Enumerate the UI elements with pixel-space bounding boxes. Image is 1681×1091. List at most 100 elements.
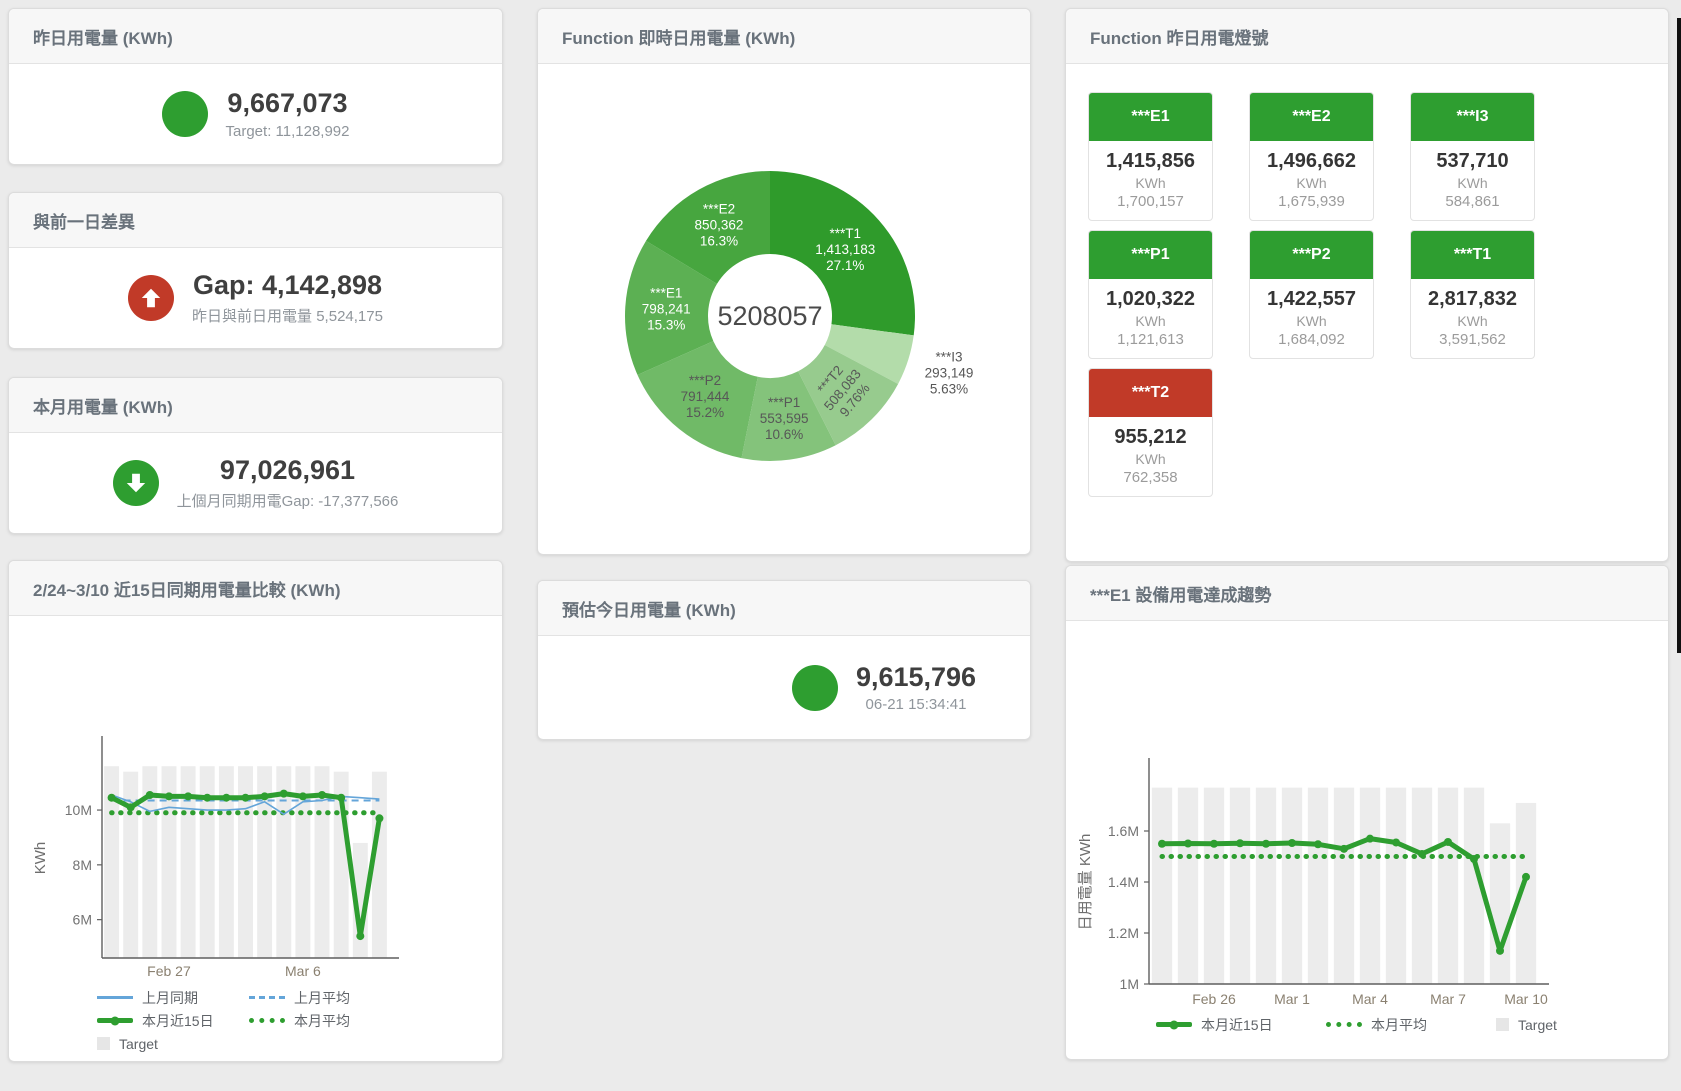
tile-header: ***P1	[1089, 231, 1212, 279]
card-yesterday-value-block: 9,667,073 Target: 11,128,992	[226, 88, 350, 139]
card-month-value: 97,026,961	[219, 455, 356, 486]
donut-slice-E2[interactable]	[645, 171, 770, 284]
tile-unit: KWh	[1457, 313, 1488, 329]
light-tile-T2: ***T2 955,212 KWh 762,358	[1088, 368, 1213, 497]
e1-trend-chart[interactable]: 1M 1.2M 1.4M 1.6M 日用電量 KWh Feb 26 Mar 1 Mar 4 Ma…	[1074, 623, 1660, 1013]
card-yesterday-body: 9,667,073 Target: 11,128,992	[9, 64, 502, 164]
card-yesterday-usage: 昨日用電量 (KWh) 9,667,073 Target: 11,128,992	[8, 8, 503, 165]
series-marker	[375, 814, 384, 823]
y-tick-label: 10M	[65, 802, 92, 818]
target-bar	[1177, 787, 1199, 984]
series-marker	[318, 790, 327, 799]
light-tile-P2: ***P2 1,422,557 KWh 1,684,092	[1249, 230, 1374, 359]
series-marker	[1366, 834, 1374, 843]
tile-target: 1,121,613	[1117, 331, 1184, 348]
tile-value: 1,496,662	[1267, 150, 1356, 172]
legend-item-dots-green[interactable]: 本月平均	[1326, 1013, 1496, 1036]
status-circle-icon	[161, 91, 208, 137]
tile-body: 1,020,322 KWh 1,121,613	[1089, 279, 1212, 358]
series-marker	[1314, 840, 1322, 849]
page-scrollbar[interactable]	[1677, 18, 1681, 653]
card-day-gap-title: 與前一日差異	[9, 193, 502, 248]
series-marker	[203, 793, 212, 802]
donut-slice-T1[interactable]	[770, 171, 915, 336]
legend-swatch-dots-green	[249, 1018, 285, 1023]
y-tick-label: 8M	[73, 857, 92, 873]
comparison-chart-legend: 上月同期 上月平均 本月近15日 本月平均 Target	[9, 986, 502, 1055]
legend-item-dots-green[interactable]: 本月平均	[249, 1009, 401, 1032]
tile-target: 1,675,939	[1278, 193, 1345, 210]
panel-lights-title: Function 昨日用電燈號	[1066, 9, 1668, 64]
tile-body: 1,496,662 KWh 1,675,939	[1250, 141, 1373, 220]
donut-slice-label: ***P1 553,595 10.6%	[760, 395, 809, 442]
legend-item-box-gray[interactable]: Target	[97, 1032, 249, 1055]
card-month-body: 97,026,961 上個月同期用電Gap: -17,377,566	[9, 433, 502, 533]
series-marker	[260, 792, 269, 801]
target-bar	[257, 766, 273, 958]
card-yesterday-title: 昨日用電量 (KWh)	[9, 9, 502, 64]
legend-label: 本月平均	[294, 1012, 350, 1029]
target-bar	[1437, 787, 1459, 984]
card-today-estimate: 預估今日用電量 (KWh) 9,615,796 06-21 15:34:41	[537, 580, 1031, 740]
series-marker	[1210, 839, 1218, 848]
legend-label: Target	[1518, 1016, 1557, 1033]
donut-slice-T2[interactable]	[798, 345, 899, 446]
legend-label: 上月同期	[142, 989, 198, 1006]
tile-header: ***E2	[1250, 93, 1373, 141]
tile-header: ***T1	[1411, 231, 1534, 279]
arrow-up-icon	[128, 275, 175, 321]
legend-swatch-thick-green	[1156, 1022, 1192, 1027]
x-tick-label: Feb 27	[147, 963, 191, 979]
card-estimate-value: 9,615,796	[855, 661, 977, 692]
target-bar	[104, 766, 120, 958]
legend-swatch-box-gray	[1496, 1018, 1509, 1031]
light-tile-E1: ***E1 1,415,856 KWh 1,700,157	[1088, 92, 1213, 221]
donut-slice-P2[interactable]	[637, 341, 758, 459]
card-day-gap-value-block: Gap: 4,142,898 昨日與前日用電量 5,524,175	[192, 270, 383, 325]
comparison-chart[interactable]: 6M 8M 10M KWh Feb 27 Mar 6	[17, 620, 494, 986]
donut-slice-E1[interactable]	[625, 240, 717, 375]
panel-15day-comparison: 2/24~3/10 近15日同期用電量比較 (KWh) 6M 8M 10M KWh Fe…	[8, 560, 503, 1062]
series-marker	[337, 793, 346, 802]
series-marker	[1522, 872, 1530, 881]
tile-header: ***I3	[1411, 93, 1534, 141]
y-axis-title: 日用電量 KWh	[1077, 834, 1094, 931]
donut-center-total: 5208057	[717, 301, 822, 331]
donut-slice-label: ***E1 798,241 15.3%	[642, 285, 691, 332]
y-tick-label: 1.2M	[1108, 925, 1139, 941]
series-marker	[1444, 837, 1452, 846]
light-tile-E2: ***E2 1,496,662 KWh 1,675,939	[1249, 92, 1374, 221]
legend-item-line-blue[interactable]: 上月同期	[97, 986, 249, 1009]
series-marker	[1236, 839, 1244, 848]
series-marker	[1262, 839, 1270, 848]
donut-slice-label: ***E2 850,362 16.3%	[695, 201, 744, 248]
y-tick-label: 1.6M	[1108, 823, 1139, 839]
target-bar	[1203, 787, 1225, 984]
x-tick-label: Mar 10	[1504, 991, 1548, 1007]
legend-item-box-gray[interactable]: Target	[1496, 1013, 1666, 1036]
x-tick-label: Mar 1	[1274, 991, 1310, 1007]
target-bar	[276, 766, 292, 958]
donut-chart[interactable]: ***T1 1,413,183 27.1%***I3 293,149 5.63%***T…	[538, 64, 1028, 552]
legend-item-dash-blue[interactable]: 上月平均	[249, 986, 401, 1009]
legend-item-thick-green[interactable]: 本月近15日	[1156, 1013, 1326, 1036]
donut-slice-I3[interactable]	[824, 324, 914, 384]
tile-unit: KWh	[1135, 451, 1166, 467]
status-circle-icon	[791, 664, 838, 711]
series-marker	[356, 932, 365, 941]
light-tile-T1: ***T1 2,817,832 KWh 3,591,562	[1410, 230, 1535, 359]
card-month-value-block: 97,026,961 上個月同期用電Gap: -17,377,566	[177, 455, 399, 510]
panel-e1-trend: ***E1 設備用電達成趨勢 1M 1.2M 1.4M 1.6M 日用電量 KWh Feb…	[1065, 565, 1669, 1060]
panel-realtime-donut: Function 即時日用電量 (KWh) ***T1 1,413,183 27.1…	[537, 8, 1031, 555]
donut-slice-P1[interactable]	[741, 371, 836, 462]
target-bar	[123, 771, 139, 958]
legend-item-thick-green[interactable]: 本月近15日	[97, 1009, 249, 1032]
tile-target: 3,591,562	[1439, 331, 1506, 348]
tile-header: ***E1	[1089, 93, 1212, 141]
x-tick-label: Mar 4	[1352, 991, 1388, 1007]
tile-value: 2,817,832	[1428, 288, 1517, 310]
x-tick-label: Mar 6	[285, 963, 321, 979]
target-bar	[1307, 787, 1329, 984]
tile-value: 1,422,557	[1267, 288, 1356, 310]
target-bar	[1281, 787, 1303, 984]
